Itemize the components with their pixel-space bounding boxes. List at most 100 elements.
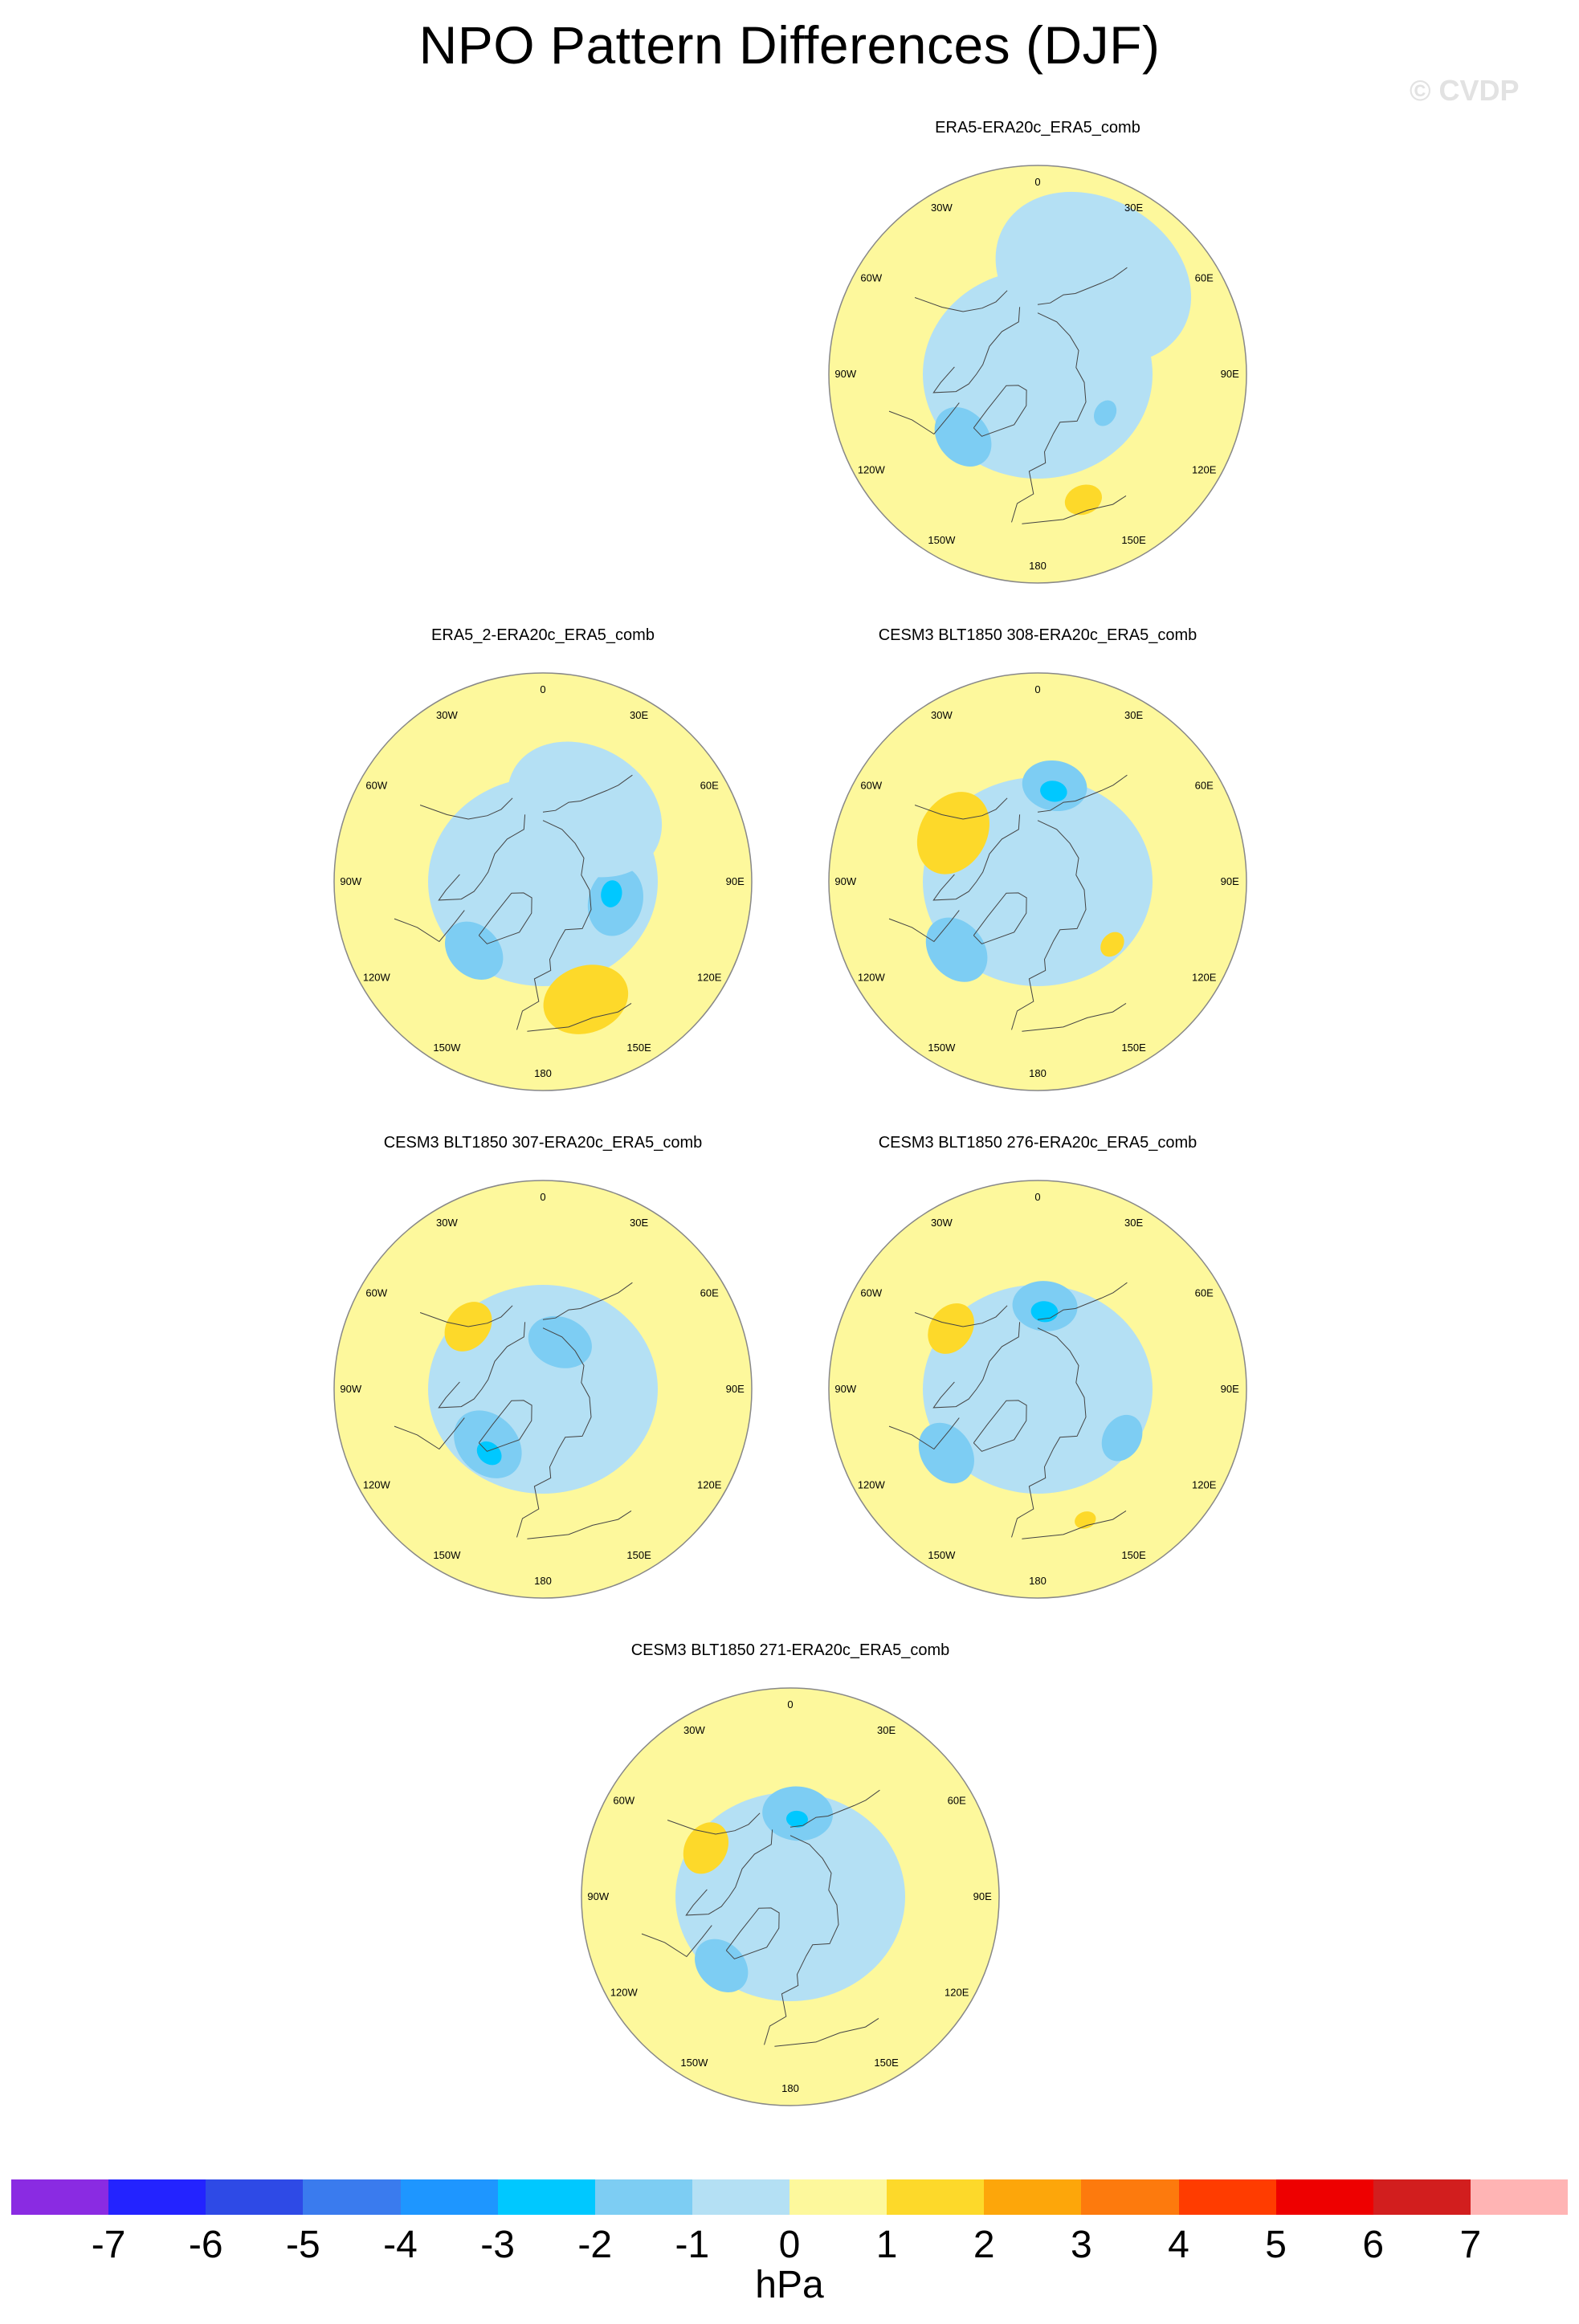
lon-label: 90W xyxy=(587,1890,609,1902)
lon-label: 30E xyxy=(1124,1217,1143,1229)
coastline xyxy=(527,1002,632,1032)
lon-label: 150W xyxy=(928,534,956,546)
polar-map-panel: 180 150E 120E 90E 60E 30E 0 30W 60W 90W 120W 150W xyxy=(333,1180,753,1599)
anomaly-region xyxy=(601,880,622,907)
anomaly-region xyxy=(925,917,988,982)
colorbar-box xyxy=(400,2179,498,2215)
anomaly-region xyxy=(695,1939,749,1992)
coastline xyxy=(888,1417,960,1450)
colorbar-tick: 3 xyxy=(1071,2224,1092,2266)
lon-label: 90W xyxy=(834,368,856,380)
lon-label: 120W xyxy=(363,1479,391,1491)
colorbar-box xyxy=(11,2179,109,2215)
lon-label: 120W xyxy=(858,972,886,984)
lon-label: 180 xyxy=(534,1575,552,1587)
anomaly-region xyxy=(928,1303,974,1354)
lon-label: 30E xyxy=(630,709,648,721)
lon-label: 150W xyxy=(680,2057,708,2069)
colorbar-tick: -1 xyxy=(675,2224,710,2266)
anomaly-region xyxy=(1030,1301,1059,1323)
lon-label: 90E xyxy=(973,1890,992,1902)
polar-map-panel: 180 150E 120E 90E 60E 30E 0 30W 60W 90W 120W 150W xyxy=(828,1180,1247,1599)
lon-label: 150W xyxy=(928,1549,956,1561)
lon-label: 60E xyxy=(948,1794,966,1806)
anomaly-region xyxy=(507,741,663,878)
anomaly-region xyxy=(1093,400,1117,426)
colorbar-box xyxy=(303,2179,401,2215)
coastline xyxy=(914,797,1008,820)
map-border xyxy=(828,1180,1247,1599)
lon-label: 90W xyxy=(834,875,856,887)
lon-label: 180 xyxy=(781,2082,799,2094)
lon-label: 30E xyxy=(877,1724,896,1736)
coastline xyxy=(914,1305,1008,1327)
lon-label: 60E xyxy=(1195,271,1214,283)
lon-label: 30W xyxy=(931,202,953,214)
lon-label: 60W xyxy=(860,779,882,791)
lon-label: 60W xyxy=(613,1794,634,1806)
lon-label: 120E xyxy=(697,972,722,984)
lon-label: 90E xyxy=(726,875,745,887)
colorbar-tick: -7 xyxy=(91,2224,126,2266)
lon-label: 150W xyxy=(928,1042,956,1054)
lon-label: 90E xyxy=(1221,875,1239,887)
coastline xyxy=(1037,774,1128,813)
colorbar-box xyxy=(1178,2179,1276,2215)
coastline xyxy=(888,402,960,435)
lon-label: 90E xyxy=(726,1383,745,1395)
coastline xyxy=(725,1907,780,1959)
colorbar-box xyxy=(594,2179,692,2215)
coastline xyxy=(1011,820,1087,1030)
panel-label: ERA5_2-ERA20c_ERA5_comb xyxy=(431,626,655,644)
coastline xyxy=(932,814,1021,901)
lon-label: 90W xyxy=(340,1383,361,1395)
lon-label: 150E xyxy=(874,2057,899,2069)
lon-label: 30W xyxy=(436,709,458,721)
map-border xyxy=(333,1180,753,1599)
colorbar-tick: -6 xyxy=(188,2224,223,2266)
colorbar-box xyxy=(1470,2179,1568,2215)
coastline xyxy=(1037,267,1128,305)
lon-label: 60W xyxy=(365,1286,387,1299)
anomaly-region xyxy=(1064,484,1103,516)
lon-label: 60W xyxy=(365,779,387,791)
coastline xyxy=(419,1305,513,1327)
coastline xyxy=(394,910,465,943)
coastline xyxy=(641,1925,712,1958)
coastline xyxy=(394,1417,465,1450)
lon-label: 60E xyxy=(700,779,719,791)
colorbar-tick: -2 xyxy=(577,2224,613,2266)
colorbar-tick: 0 xyxy=(778,2224,801,2266)
anomaly-region xyxy=(528,1315,592,1368)
lon-label: 90W xyxy=(340,875,361,887)
colorbar-tick: 6 xyxy=(1362,2224,1385,2266)
colorbar-tick: -5 xyxy=(286,2224,320,2266)
lon-label: 30W xyxy=(683,1724,705,1736)
anomaly-region xyxy=(934,407,992,467)
colorbar-tick: 4 xyxy=(1168,2224,1189,2266)
lon-label: 90E xyxy=(1221,368,1239,380)
coastline xyxy=(774,2017,879,2047)
colorbar-box xyxy=(108,2179,206,2215)
coastline xyxy=(516,820,592,1030)
polar-map-panel: 180 150E 120E 90E 60E 30E 0 30W 60W 90W 120W 150W xyxy=(333,672,753,1091)
lon-label: 180 xyxy=(1029,1575,1047,1587)
coastline xyxy=(1011,312,1087,523)
colorbar-box xyxy=(1275,2179,1373,2215)
coastline xyxy=(1022,1002,1127,1032)
lon-label: 150E xyxy=(626,1549,651,1561)
anomaly-region xyxy=(683,1822,729,1874)
lon-label: 30W xyxy=(436,1217,458,1229)
lon-label: 120E xyxy=(1192,464,1217,476)
coastline xyxy=(888,910,960,943)
coastline xyxy=(932,307,1021,393)
coastline xyxy=(685,1829,773,1916)
lon-label: 60W xyxy=(860,1286,882,1299)
panel-label: CESM3 BLT1850 271-ERA20c_ERA5_comb xyxy=(630,1641,950,1659)
colorbar-box xyxy=(984,2179,1082,2215)
anomaly-region xyxy=(445,921,504,980)
lon-label: 30W xyxy=(931,709,953,721)
lon-label: 0 xyxy=(1034,1191,1040,1203)
coastline xyxy=(1022,495,1127,524)
colorbar-tick: 5 xyxy=(1265,2224,1287,2266)
